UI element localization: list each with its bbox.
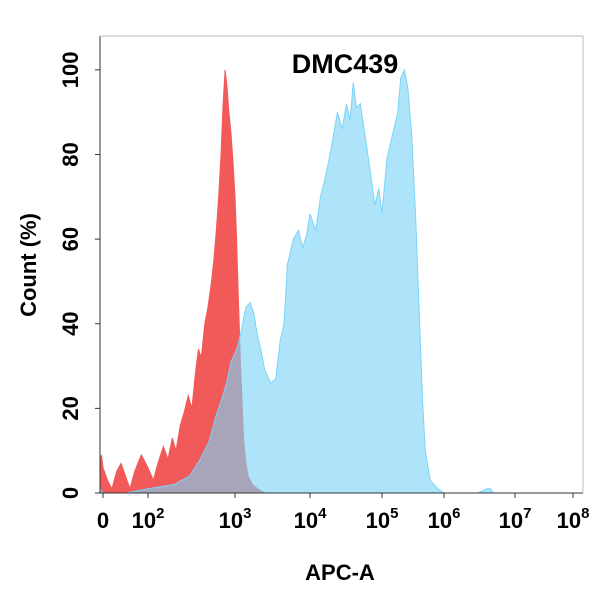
x-tick-label: 106: [428, 505, 461, 533]
y-tick-label: 60: [58, 227, 83, 251]
x-tick-label: 103: [219, 505, 252, 533]
x-tick-label: 0: [97, 508, 109, 533]
x-tick-label: 102: [132, 505, 165, 533]
chart-title: DMC439: [292, 49, 399, 79]
x-tick-label: 107: [499, 505, 532, 533]
x-tick-label: 104: [294, 505, 327, 533]
y-tick-label: 0: [58, 487, 83, 499]
x-tick-label: 105: [366, 505, 399, 533]
y-tick-label: 100: [58, 52, 83, 89]
x-ticks: 0 102 103 104 105 106 107 108: [97, 493, 590, 533]
y-tick-label: 80: [58, 142, 83, 166]
y-tick-label: 20: [58, 396, 83, 420]
x-axis-label: APC-A: [305, 560, 375, 585]
series-layer: [99, 68, 495, 494]
x-tick-label: 108: [557, 505, 590, 533]
axes-layer: [99, 35, 584, 494]
histogram-series-2: [99, 68, 495, 494]
y-tick-label: 40: [58, 311, 83, 335]
y-axis-label: Count (%): [16, 213, 41, 317]
y-ticks: 0 20 40 60 80 100: [58, 52, 100, 499]
